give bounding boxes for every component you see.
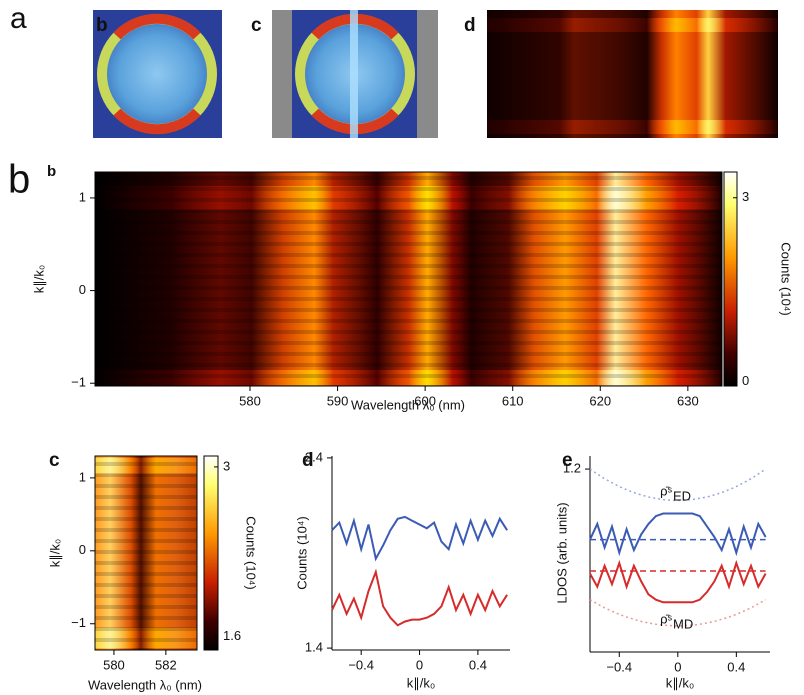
image-d [487, 10, 778, 138]
panel-label: b [8, 158, 30, 202]
series-line [332, 572, 507, 625]
x-tick-label: 610 [502, 393, 524, 408]
colorbar-tick-label: 3 [223, 458, 230, 473]
colorbar-label: Counts (10⁴) [244, 516, 259, 590]
x-tick-label: 0.4 [469, 657, 487, 672]
colorbar-tick-label: 3 [742, 189, 749, 204]
series-line [590, 514, 766, 553]
x-tick-label: 0 [416, 657, 423, 672]
y-tick-label: 1.2 [563, 461, 581, 476]
y-axis-label: k∥/k₀ [47, 539, 62, 568]
y-tick-label: 2.4 [305, 449, 323, 464]
y-tick-label: 1 [79, 189, 86, 204]
panel-label: c [251, 15, 262, 36]
heatmap-fringes [95, 172, 722, 386]
annotation-sub: MD [673, 616, 693, 631]
y-tick-label: −1 [71, 375, 86, 390]
x-axis-label: Wavelength λ₀ (nm) [88, 677, 202, 692]
figure: a b c d b b c d e 580590600610620630−101… [0, 0, 804, 695]
x-tick-label: 580 [103, 657, 125, 672]
y-axis-label: LDOS (arb. units) [554, 502, 569, 603]
y-axis-label: Counts (10⁴) [294, 516, 309, 590]
y-tick-label: 1.4 [305, 640, 323, 655]
y-axis-label: k∥/k₀ [31, 265, 46, 294]
image-b [93, 10, 222, 138]
x-tick-label: −0.4 [606, 659, 632, 674]
y-tick-label: 0 [79, 542, 86, 557]
annotation-sub: ED [673, 488, 691, 503]
panel-label: a [10, 2, 27, 35]
colorbar-tick-label: 0 [742, 373, 749, 388]
colorbar [204, 456, 218, 650]
page: {"panel_labels": ["a", "b", "c", "d", "b… [0, 0, 804, 695]
x-axis-label: k∥/k₀ [407, 675, 436, 690]
y-tick-label: 1 [79, 469, 86, 484]
panel-label: d [464, 15, 476, 36]
image-c [272, 10, 438, 138]
x-tick-label: 630 [677, 393, 699, 408]
panel-label: b [96, 15, 108, 36]
annotation: ρ̄ˢ [660, 611, 672, 626]
y-tick-label: −1 [71, 615, 86, 630]
annotation: ρ̄ˢ [660, 483, 672, 498]
x-tick-label: 620 [589, 393, 611, 408]
colorbar-label: Counts (10⁴) [779, 242, 794, 316]
colorbar [724, 172, 737, 386]
heatmap-fringes [95, 456, 197, 650]
panel-label: b [47, 163, 56, 180]
y-tick-label: 0 [79, 282, 86, 297]
x-tick-label: 582 [155, 657, 177, 672]
x-axis-label: Wavelength λ₀ (nm) [351, 397, 465, 412]
x-tick-label: 590 [327, 393, 349, 408]
colorbar-tick-label: 1.6 [223, 628, 241, 643]
panel-label: c [49, 450, 60, 471]
series-line [590, 563, 766, 602]
x-axis-label: k∥/k₀ [666, 675, 695, 690]
series-line [332, 517, 507, 559]
x-tick-label: 0.4 [727, 659, 745, 674]
x-tick-label: −0.4 [348, 657, 374, 672]
x-tick-label: 580 [239, 393, 261, 408]
x-tick-label: 0 [674, 659, 681, 674]
